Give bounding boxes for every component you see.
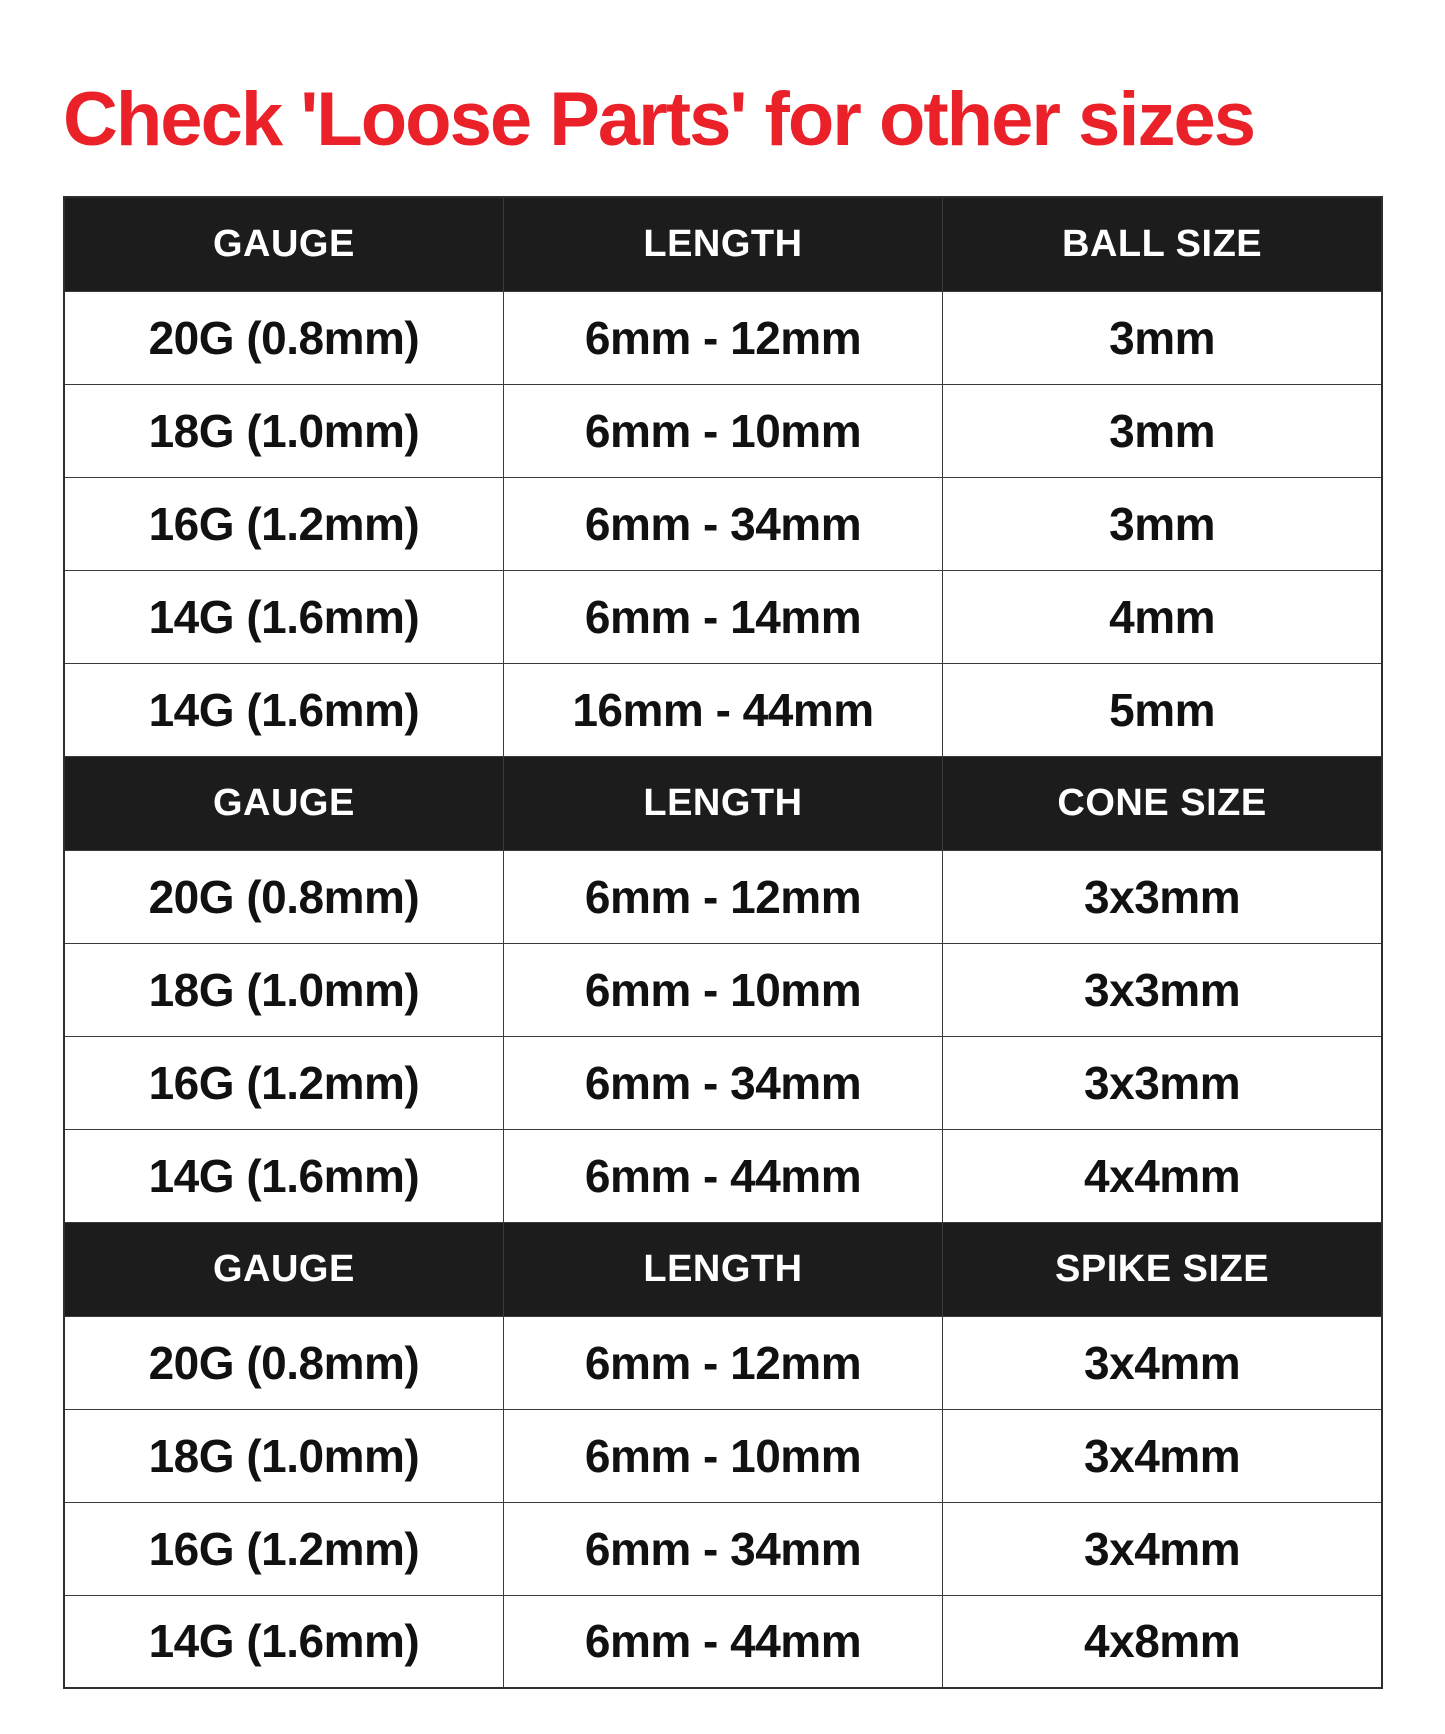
length-cell: 6mm - 10mm [502, 942, 944, 1037]
size-cell: 3x3mm [942, 849, 1383, 944]
gauge-cell: 18G (1.0mm) [63, 1408, 504, 1503]
page-title: Check 'Loose Parts' for other sizes [63, 77, 1256, 162]
table-row: 18G (1.0mm) 6mm - 10mm 3x4mm [63, 1408, 1383, 1503]
length-cell: 6mm - 12mm [502, 1315, 944, 1410]
gauge-cell: 18G (1.0mm) [63, 383, 504, 478]
gauge-cell: 20G (0.8mm) [63, 290, 504, 385]
size-cell: 3mm [942, 290, 1383, 385]
length-cell: 6mm - 44mm [502, 1128, 944, 1223]
table-row: 16G (1.2mm) 6mm - 34mm 3x3mm [63, 1035, 1383, 1130]
table-row: 20G (0.8mm) 6mm - 12mm 3mm [63, 290, 1383, 385]
gauge-cell: 16G (1.2mm) [63, 1035, 504, 1130]
size-cell: 4x8mm [942, 1594, 1383, 1689]
gauge-cell: 14G (1.6mm) [63, 1128, 504, 1223]
gauge-cell: 14G (1.6mm) [63, 1594, 504, 1689]
length-cell: 6mm - 10mm [502, 383, 944, 478]
table-row: 14G (1.6mm) 16mm - 44mm 5mm [63, 662, 1383, 757]
col-header-gauge: GAUGE [63, 196, 504, 292]
gauge-cell: 20G (0.8mm) [63, 1315, 504, 1410]
col-header-cone-size: CONE SIZE [942, 755, 1383, 851]
length-cell: 6mm - 14mm [502, 569, 944, 664]
col-header-length: LENGTH [502, 755, 944, 851]
size-cell: 3x3mm [942, 942, 1383, 1037]
length-cell: 6mm - 34mm [502, 476, 944, 571]
col-header-length: LENGTH [502, 1221, 944, 1317]
table-row: 16G (1.2mm) 6mm - 34mm 3x4mm [63, 1501, 1383, 1596]
size-cell: 3mm [942, 383, 1383, 478]
length-cell: 6mm - 34mm [502, 1035, 944, 1130]
size-cell: 3mm [942, 476, 1383, 571]
table-row: 16G (1.2mm) 6mm - 34mm 3mm [63, 476, 1383, 571]
col-header-length: LENGTH [502, 196, 944, 292]
gauge-cell: 20G (0.8mm) [63, 849, 504, 944]
size-cell: 5mm [942, 662, 1383, 757]
table-row: 14G (1.6mm) 6mm - 14mm 4mm [63, 569, 1383, 664]
size-chart-table: GAUGE LENGTH BALL SIZE 20G (0.8mm) 6mm -… [63, 196, 1383, 1689]
length-cell: 16mm - 44mm [502, 662, 944, 757]
table-row: 18G (1.0mm) 6mm - 10mm 3x3mm [63, 942, 1383, 1037]
table-header-ball: GAUGE LENGTH BALL SIZE [63, 196, 1383, 292]
gauge-cell: 16G (1.2mm) [63, 1501, 504, 1596]
size-cell: 3x4mm [942, 1315, 1383, 1410]
table-row: 20G (0.8mm) 6mm - 12mm 3x3mm [63, 849, 1383, 944]
table-row: 20G (0.8mm) 6mm - 12mm 3x4mm [63, 1315, 1383, 1410]
size-cell: 3x4mm [942, 1501, 1383, 1596]
gauge-cell: 14G (1.6mm) [63, 569, 504, 664]
gauge-cell: 16G (1.2mm) [63, 476, 504, 571]
length-cell: 6mm - 12mm [502, 849, 944, 944]
gauge-cell: 18G (1.0mm) [63, 942, 504, 1037]
length-cell: 6mm - 10mm [502, 1408, 944, 1503]
col-header-gauge: GAUGE [63, 1221, 504, 1317]
table-row: 14G (1.6mm) 6mm - 44mm 4x8mm [63, 1594, 1383, 1689]
col-header-spike-size: SPIKE SIZE [942, 1221, 1383, 1317]
table-header-spike: GAUGE LENGTH SPIKE SIZE [63, 1221, 1383, 1317]
col-header-ball-size: BALL SIZE [942, 196, 1383, 292]
length-cell: 6mm - 34mm [502, 1501, 944, 1596]
table-header-cone: GAUGE LENGTH CONE SIZE [63, 755, 1383, 851]
size-cell: 4x4mm [942, 1128, 1383, 1223]
length-cell: 6mm - 44mm [502, 1594, 944, 1689]
size-cell: 4mm [942, 569, 1383, 664]
size-cell: 3x3mm [942, 1035, 1383, 1130]
table-row: 14G (1.6mm) 6mm - 44mm 4x4mm [63, 1128, 1383, 1223]
gauge-cell: 14G (1.6mm) [63, 662, 504, 757]
size-cell: 3x4mm [942, 1408, 1383, 1503]
table-row: 18G (1.0mm) 6mm - 10mm 3mm [63, 383, 1383, 478]
col-header-gauge: GAUGE [63, 755, 504, 851]
length-cell: 6mm - 12mm [502, 290, 944, 385]
